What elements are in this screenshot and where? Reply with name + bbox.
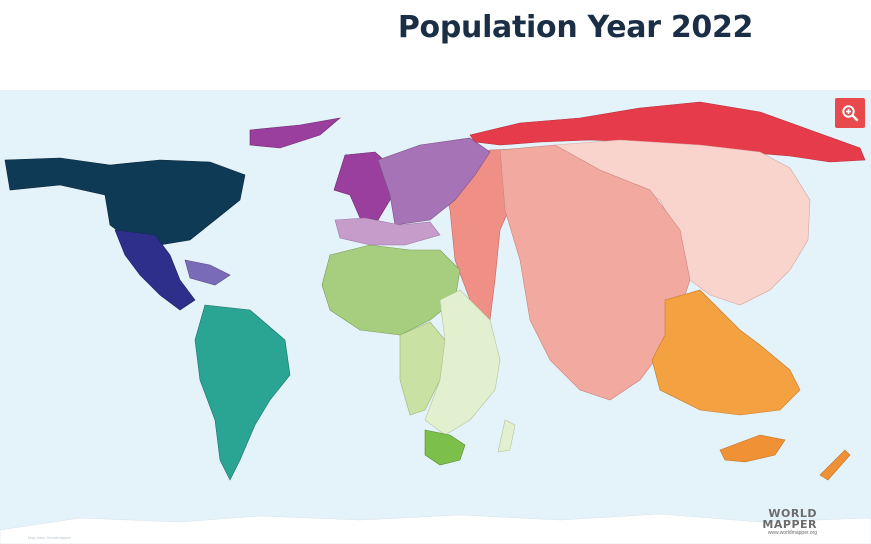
logo-line-world: WORLD bbox=[768, 507, 817, 520]
region-central-america[interactable] bbox=[114, 229, 196, 311]
zoom-in-button[interactable] bbox=[835, 98, 865, 128]
region-eastern-europe[interactable] bbox=[377, 137, 491, 226]
region-russia[interactable] bbox=[469, 101, 866, 163]
worldmapper-logo[interactable]: WORLD MAPPER www.worldmapper.org bbox=[762, 508, 817, 536]
region-southern-africa[interactable] bbox=[424, 429, 466, 466]
region-caribbean[interactable] bbox=[184, 259, 231, 286]
region-western-europe[interactable] bbox=[333, 151, 396, 221]
region-oceania[interactable] bbox=[719, 434, 851, 481]
region-arctic-canada[interactable] bbox=[249, 117, 342, 149]
page-title: Population Year 2022 bbox=[397, 10, 754, 45]
region-antarctica bbox=[0, 513, 871, 544]
region-middle-africa[interactable] bbox=[399, 321, 446, 416]
region-eastern-africa[interactable] bbox=[424, 289, 501, 436]
cartogram-map[interactable] bbox=[0, 90, 871, 544]
region-south-america[interactable] bbox=[194, 304, 291, 481]
region-southeast-asia[interactable] bbox=[651, 289, 801, 416]
region-south-asia[interactable] bbox=[499, 144, 691, 401]
map-credit: Map data: Worldmapper bbox=[28, 535, 71, 540]
zoom-in-icon bbox=[842, 105, 859, 122]
region-southern-europe[interactable] bbox=[334, 217, 441, 246]
logo-url: www.worldmapper.org bbox=[767, 530, 817, 536]
region-northern-africa[interactable] bbox=[321, 244, 461, 336]
logo-line-mapper: MAPPER bbox=[762, 518, 817, 531]
map-panel[interactable]: Map data: Worldmapper WORLD MAPPER www.w… bbox=[0, 90, 871, 544]
region-north-america[interactable] bbox=[4, 157, 246, 246]
region-madagascar[interactable] bbox=[497, 419, 516, 453]
